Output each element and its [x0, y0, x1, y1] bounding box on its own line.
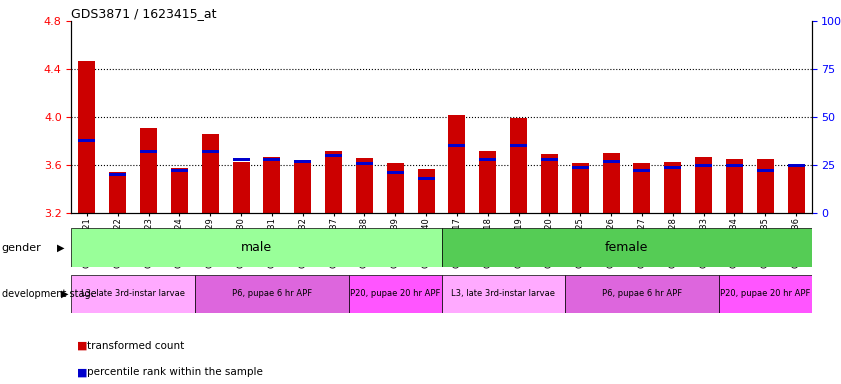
Bar — [202, 134, 219, 213]
Text: ▶: ▶ — [61, 289, 69, 299]
Bar — [633, 163, 650, 213]
Text: ▶: ▶ — [57, 243, 65, 253]
Text: transformed count: transformed count — [87, 341, 184, 351]
Bar — [109, 173, 126, 176]
Bar — [78, 61, 95, 213]
Text: GDS3871 / 1623415_at: GDS3871 / 1623415_at — [71, 7, 217, 20]
Bar — [171, 169, 188, 172]
Bar — [233, 158, 250, 161]
Text: male: male — [241, 241, 272, 254]
Bar — [448, 144, 465, 147]
Bar — [696, 164, 712, 167]
Bar — [233, 162, 250, 213]
Bar — [719, 275, 812, 313]
Bar — [757, 159, 774, 213]
Text: ■: ■ — [77, 367, 87, 377]
Bar — [442, 275, 565, 313]
Bar — [356, 158, 373, 213]
Text: female: female — [605, 241, 648, 254]
Bar — [510, 144, 527, 147]
Bar — [479, 151, 496, 213]
Bar — [788, 165, 805, 213]
Bar — [140, 150, 157, 153]
Bar — [633, 169, 650, 172]
Bar — [325, 154, 342, 157]
Bar — [195, 275, 349, 313]
Bar — [726, 159, 743, 213]
Bar — [71, 275, 195, 313]
Text: development stage: development stage — [2, 289, 97, 299]
Bar — [294, 160, 311, 163]
Bar — [541, 154, 558, 213]
Bar — [418, 169, 435, 213]
Bar — [510, 118, 527, 213]
Bar — [757, 169, 774, 172]
Text: L3, late 3rd-instar larvae: L3, late 3rd-instar larvae — [82, 289, 185, 298]
Text: L3, late 3rd-instar larvae: L3, late 3rd-instar larvae — [452, 289, 555, 298]
Bar — [696, 157, 712, 213]
Text: P20, pupae 20 hr APF: P20, pupae 20 hr APF — [350, 289, 441, 298]
Text: P6, pupae 6 hr APF: P6, pupae 6 hr APF — [602, 289, 682, 298]
Bar — [171, 167, 188, 213]
Bar — [565, 275, 719, 313]
Bar — [448, 115, 465, 213]
Text: ■: ■ — [77, 341, 87, 351]
Bar — [664, 166, 681, 169]
Bar — [603, 153, 620, 213]
Text: gender: gender — [2, 243, 41, 253]
Bar — [442, 228, 812, 267]
Bar — [263, 158, 280, 161]
Text: percentile rank within the sample: percentile rank within the sample — [87, 367, 262, 377]
Bar — [325, 151, 342, 213]
Bar — [479, 158, 496, 161]
Bar — [664, 162, 681, 213]
Bar — [418, 177, 435, 180]
Bar — [788, 164, 805, 167]
Bar — [140, 128, 157, 213]
Bar — [349, 275, 442, 313]
Bar — [356, 162, 373, 165]
Bar — [387, 171, 404, 174]
Bar — [202, 150, 219, 153]
Bar — [294, 163, 311, 213]
Bar — [572, 163, 589, 213]
Bar — [541, 158, 558, 161]
Bar — [726, 164, 743, 167]
Bar — [572, 166, 589, 169]
Bar — [387, 163, 404, 213]
Bar — [263, 157, 280, 213]
Text: P20, pupae 20 hr APF: P20, pupae 20 hr APF — [720, 289, 811, 298]
Bar — [109, 172, 126, 213]
Bar — [71, 228, 442, 267]
Bar — [603, 160, 620, 163]
Bar — [78, 139, 95, 142]
Text: P6, pupae 6 hr APF: P6, pupae 6 hr APF — [232, 289, 312, 298]
